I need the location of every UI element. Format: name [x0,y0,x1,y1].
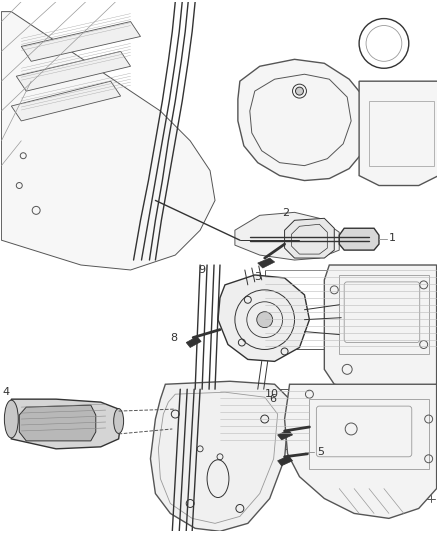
Polygon shape [238,59,371,181]
Circle shape [296,87,304,95]
Polygon shape [186,336,201,348]
Ellipse shape [114,409,124,433]
Polygon shape [258,258,275,268]
Polygon shape [285,384,437,519]
Polygon shape [21,21,141,61]
Polygon shape [324,265,437,394]
Polygon shape [19,405,96,441]
Polygon shape [235,212,339,260]
Polygon shape [11,399,120,449]
Circle shape [257,312,273,328]
Ellipse shape [4,400,18,438]
Polygon shape [11,81,120,121]
Polygon shape [339,228,379,250]
Polygon shape [359,81,438,185]
Text: 5: 5 [318,447,325,457]
Polygon shape [278,430,293,440]
Polygon shape [150,381,290,531]
Polygon shape [218,275,309,361]
Text: 4: 4 [2,387,9,397]
Polygon shape [1,12,215,270]
Text: 10: 10 [265,389,279,399]
Text: 8: 8 [170,333,177,343]
Text: 6: 6 [270,394,277,404]
Text: 1: 1 [389,233,396,243]
Polygon shape [16,51,131,91]
Text: 2: 2 [282,208,289,219]
Text: 9: 9 [198,265,206,275]
Polygon shape [278,456,293,466]
Text: 3: 3 [254,272,261,282]
Polygon shape [285,219,334,258]
